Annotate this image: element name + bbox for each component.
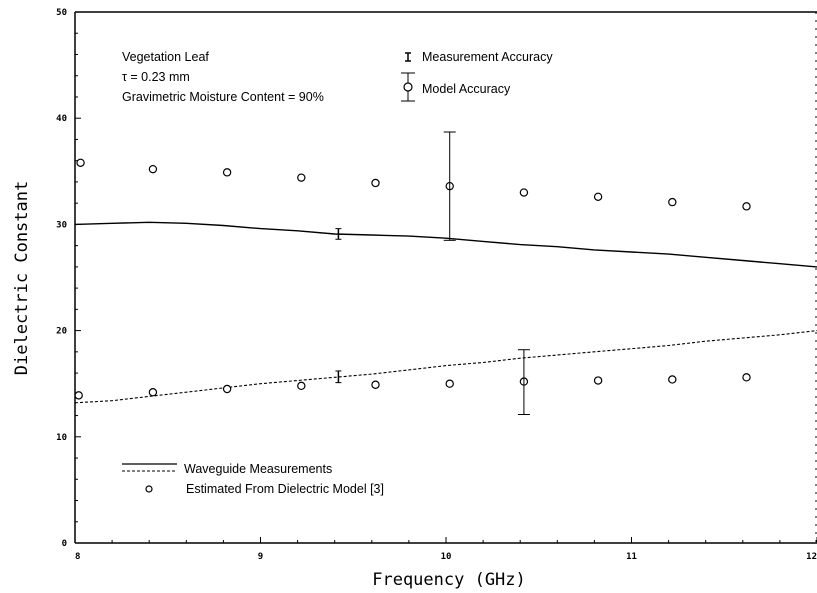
y-tick-label: 30 [56,220,67,230]
model-point [297,173,306,182]
x-tick-label: 11 [626,552,637,562]
x-tick-label: 10 [441,552,452,562]
model-point [297,381,306,391]
model-error-bar [443,131,456,241]
y-tick-label: 0 [62,539,67,549]
measurement-error-bar [335,228,342,240]
legend: Waveguide Measurements Estimated From Di… [122,462,384,496]
annotation-line-1: Vegetation Leaf [122,50,209,64]
model-point [222,168,232,177]
waveguide-line-imag [74,330,817,404]
model-accuracy-icon [401,72,415,102]
x-tick-label: 9 [258,552,263,562]
model-point [742,373,751,382]
y-tick-label: 20 [56,327,67,337]
model-point [148,387,158,397]
model-point [371,178,380,188]
waveguide-line-real [74,221,817,268]
measurement-error-bar [335,370,342,384]
model-point [74,391,83,400]
annotation-line-2: τ = 0.23 mm [122,70,190,84]
y-axis-title: Dielectric Constant [12,181,32,375]
accuracy-key: Measurement Accuracy Model Accuracy [401,50,553,102]
model-point [445,379,454,388]
measurement-accuracy-label: Measurement Accuracy [422,50,553,64]
model-point [76,158,85,168]
annotation-line-3: Gravimetric Moisture Content = 90% [122,90,324,104]
errorbar-layer [335,131,530,415]
model-point [668,197,677,207]
legend-waveguide-label: Waveguide Measurements [184,462,332,476]
model-point [593,192,603,201]
model-accuracy-label: Model Accuracy [422,82,511,96]
x-tick-label: 12 [806,552,817,562]
model-point [593,376,603,385]
series-layer [74,221,817,404]
legend-model-label: Estimated From Dielectric Model [3] [186,482,384,496]
y-tick-label: 50 [56,8,67,18]
markers-layer [74,158,751,400]
y-tick-label: 40 [56,114,67,124]
model-point [742,202,751,211]
model-point [668,375,677,384]
x-axis-title: Frequency (GHz) [372,570,526,590]
model-point [222,384,232,394]
model-error-bar [517,349,530,415]
legend-circle-marker [145,485,153,493]
model-point [371,380,380,389]
model-point [148,164,158,174]
y-tick-label: 10 [56,433,67,443]
x-tick-label: 8 [75,552,80,562]
model-point [519,188,529,197]
measurement-accuracy-icon [405,52,411,62]
